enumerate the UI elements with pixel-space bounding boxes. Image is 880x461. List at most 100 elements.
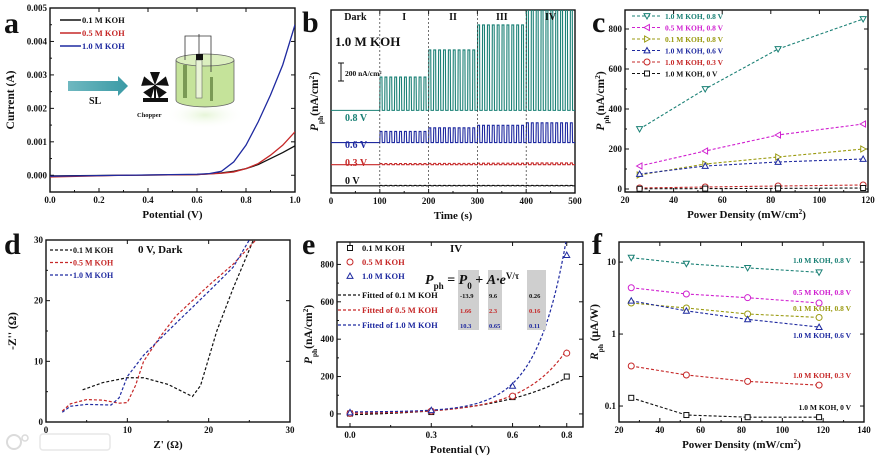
y-tick-label: 0.004 <box>27 36 48 46</box>
legend-label: 1.0 M KOH <box>362 271 405 281</box>
panel-a: 0.0 0.2 0.4 0.6 0.8 1.0 0.000 0.001 0.002 0.003 0.… <box>4 3 301 221</box>
series-line <box>631 257 820 273</box>
label-part: -Z'' (Ω) <box>7 312 19 350</box>
label-part: 2 <box>307 75 316 79</box>
label-part: Z' (Ω) <box>153 439 183 451</box>
voltage-label: 0.3 V <box>345 158 368 169</box>
series-line <box>331 10 575 111</box>
label-part: Potential (V) <box>142 209 203 221</box>
series-line <box>50 24 295 177</box>
y-axis-label: Rph (μA/W) <box>589 304 605 361</box>
stage-label: Dark <box>344 12 367 23</box>
y-tick-label: 0 <box>39 417 44 427</box>
label-part: 2 <box>799 208 803 216</box>
panel-letter: c <box>592 6 605 39</box>
x-tick-label: 40 <box>655 425 665 435</box>
scale-bar-label: 200 nA/cm² <box>345 69 382 78</box>
label-part: ) <box>797 439 801 451</box>
x-tick-label: 300 <box>471 196 485 206</box>
fit-parameter-column <box>488 270 502 330</box>
series-line <box>331 162 575 166</box>
panel-f: 20 40 60 80 100 120 140 0.1 1 10 Power Density (mW… <box>589 228 871 451</box>
data-point-marker <box>643 13 651 21</box>
series-line <box>349 377 568 416</box>
panel-letter: a <box>4 7 19 40</box>
y-tick-label: 0 <box>330 409 335 419</box>
data-point-marker <box>775 153 783 161</box>
series-line <box>639 187 864 190</box>
data-point-marker <box>644 35 652 43</box>
data-point-marker <box>743 264 752 272</box>
legend-label: 0.1 M KOH <box>82 15 125 25</box>
x-axis-label: Potential (V) <box>430 444 491 456</box>
plot-area <box>331 10 575 187</box>
y-tick-label: 0 <box>618 184 623 194</box>
label-part: (nA/cm <box>309 79 321 116</box>
data-point-marker <box>774 46 782 54</box>
data-point-marker <box>860 185 867 191</box>
legend-label: 1.0 M KOH <box>82 41 125 51</box>
label-part: = <box>444 273 459 288</box>
label-part: V/τ <box>506 271 520 281</box>
panel-c: 20 40 60 80 100 120 0 200 400 600 800 Power Density… <box>592 6 875 221</box>
x-tick-label: 100 <box>373 196 387 206</box>
x-tick-label: 0.6 <box>507 430 519 440</box>
stage-label: II <box>449 12 457 23</box>
y-tick-label: 800 <box>609 24 623 34</box>
data-point-marker <box>635 162 643 170</box>
series-line <box>639 148 864 176</box>
fit-parameter-column <box>458 270 479 330</box>
panel-b: 0 100 200 300 400 500 Time (s) Pph(nA/cm2) b Dark… <box>302 6 582 222</box>
fit-formula: Pph = P0 + A·eV/τ <box>425 271 520 291</box>
data-point-marker <box>701 161 710 169</box>
fit-tau-value: 0.16 <box>529 308 541 315</box>
watermark-logo <box>6 433 111 451</box>
chopper-label: Chopper <box>137 112 162 119</box>
label-part: 2 <box>593 75 602 79</box>
stage-label: III <box>496 12 508 23</box>
data-point-marker <box>627 284 635 292</box>
x-tick-label: 0.6 <box>191 195 203 205</box>
data-point-marker <box>627 362 635 370</box>
y-tick-label: 400 <box>321 334 335 344</box>
x-tick-label: 0.4 <box>142 195 154 205</box>
x-tick-label: 400 <box>519 196 533 206</box>
label-part: (μA/W) <box>589 304 601 344</box>
fit-p0-value: -13.9 <box>460 293 474 300</box>
x-tick-label: 0.2 <box>93 195 105 205</box>
legend-label: 0.1 M KOH, 0.8 V <box>665 35 724 44</box>
x-tick-label: 120 <box>861 195 875 205</box>
y-axis-label: Pph(nA/cm2) <box>593 71 611 131</box>
data-point-marker <box>635 126 644 134</box>
electrolyte-label: 1.0 M KOH <box>335 34 400 49</box>
label-part: A <box>486 273 496 288</box>
data-point-marker <box>701 147 709 155</box>
label-part: Current (A) <box>5 70 17 129</box>
x-tick-label: 0 <box>329 196 334 206</box>
y-tick-label: 0.005 <box>27 3 48 13</box>
data-point-marker <box>815 323 823 330</box>
data-point-marker <box>635 169 644 177</box>
series-line <box>61 240 257 412</box>
fit-a-value: 9.6 <box>489 293 498 300</box>
series-label: 1.0 M KOH, 0.3 V <box>793 371 852 380</box>
condition-label: 0 V, Dark <box>138 244 183 256</box>
data-point-marker <box>644 70 650 77</box>
data-point-marker <box>682 306 691 314</box>
data-point-marker <box>562 251 571 258</box>
series-line <box>349 349 568 414</box>
plot-area <box>639 18 864 190</box>
series-line <box>639 158 864 175</box>
label-part: ) <box>309 72 321 76</box>
y-tick-label: 0.002 <box>27 103 48 113</box>
data-point-marker <box>775 185 782 192</box>
panel-letter: b <box>302 6 319 39</box>
x-tick-label: 20 <box>204 425 214 435</box>
series-line <box>350 242 567 413</box>
legend-label: 0.5 M KOH <box>362 257 405 267</box>
x-tick-label: 80 <box>766 195 776 205</box>
legend-label: 1.0 M KOH, 0.3 V <box>665 58 724 67</box>
x-tick-label: 120 <box>816 425 830 435</box>
y-tick-label: 10 <box>34 356 44 366</box>
data-point-marker <box>346 258 354 266</box>
